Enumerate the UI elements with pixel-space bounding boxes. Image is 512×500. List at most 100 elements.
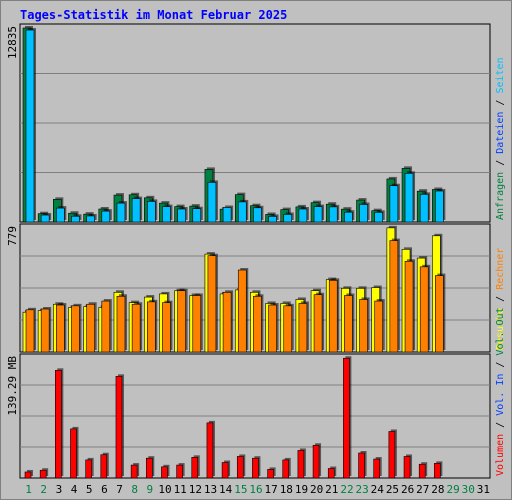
bar-rechner-day-5 xyxy=(86,303,95,353)
bar-rechner-day-19 xyxy=(298,303,308,353)
legend-separator: / xyxy=(495,290,506,308)
bar-volumen-day-5 xyxy=(85,459,92,479)
x-tick-day-22: 22 xyxy=(340,483,353,496)
bar-dateien-day-6 xyxy=(101,210,111,223)
bar-volumen-day-21 xyxy=(327,468,335,479)
y-max-label: 139.29 MB xyxy=(6,356,19,416)
x-tick-day-7: 7 xyxy=(116,483,123,496)
legend-item-volout: Vol. Out xyxy=(495,307,506,355)
legend-visits: Besuche / Rechner xyxy=(495,248,506,350)
x-tick-day-31: 31 xyxy=(477,483,490,496)
bar-rechner-day-6 xyxy=(101,300,111,353)
bar-dateien-day-5 xyxy=(86,215,95,223)
bar-volumen-day-1 xyxy=(24,471,32,479)
bar-rechner-day-27 xyxy=(419,266,429,353)
bar-rechner-day-4 xyxy=(71,305,80,353)
bar-dateien-day-9 xyxy=(146,201,156,223)
x-tick-day-10: 10 xyxy=(158,483,171,496)
bar-volumen-day-13 xyxy=(206,422,214,479)
bar-rechner-day-23 xyxy=(359,299,368,353)
bar-rechner-day-25 xyxy=(389,240,399,353)
bar-dateien-day-11 xyxy=(177,208,186,223)
legend-item-besuche: Besuche xyxy=(495,308,506,350)
legend-separator: / xyxy=(495,356,506,374)
bar-volumen-day-8 xyxy=(130,464,138,479)
bar-rechner-day-3 xyxy=(56,304,65,353)
bar-volumen-day-16 xyxy=(252,457,259,479)
bar-rechner-day-20 xyxy=(313,294,323,353)
bar-dateien-day-19 xyxy=(298,208,308,223)
x-tick-day-4: 4 xyxy=(71,483,78,496)
x-tick-day-3: 3 xyxy=(56,483,63,496)
bar-dateien-day-20 xyxy=(313,206,323,223)
bar-rechner-day-11 xyxy=(177,290,186,353)
x-tick-day-16: 16 xyxy=(249,483,262,496)
bar-dateien-day-10 xyxy=(162,206,171,223)
bar-rechner-day-26 xyxy=(404,260,414,353)
bar-rechner-day-16 xyxy=(253,295,262,353)
bar-volumen-day-15 xyxy=(236,456,244,479)
bar-dateien-day-2 xyxy=(40,214,50,223)
bar-volumen-day-27 xyxy=(418,463,426,479)
bar-volumen-day-12 xyxy=(191,457,199,479)
x-tick-day-13: 13 xyxy=(204,483,217,496)
x-tick-day-25: 25 xyxy=(386,483,399,496)
y-max-label: 12835 xyxy=(6,26,19,59)
legend-separator: / xyxy=(495,416,506,434)
legend-item-volumen: Volumen xyxy=(495,434,506,476)
bar-volumen-day-20 xyxy=(312,444,320,479)
x-tick-day-17: 17 xyxy=(265,483,278,496)
legend-separator: / xyxy=(495,94,506,112)
x-tick-day-2: 2 xyxy=(40,483,47,496)
x-tick-day-20: 20 xyxy=(310,483,323,496)
bar-volumen-day-11 xyxy=(176,464,183,479)
bar-rechner-day-21 xyxy=(328,280,338,353)
bar-volumen-day-4 xyxy=(70,428,77,479)
bar-rechner-day-10 xyxy=(162,302,171,353)
legend-hits: Anfragen / Dateien / Seiten xyxy=(495,57,506,220)
x-tick-day-18: 18 xyxy=(280,483,293,496)
bar-rechner-day-15 xyxy=(237,269,247,353)
bar-dateien-day-1 xyxy=(25,29,35,223)
bar-volumen-day-3 xyxy=(55,370,62,479)
bar-dateien-day-13 xyxy=(207,182,217,223)
bar-rechner-day-14 xyxy=(222,292,232,353)
bar-rechner-day-24 xyxy=(374,300,384,353)
x-tick-day-29: 29 xyxy=(446,483,459,496)
bar-dateien-day-22 xyxy=(344,211,353,223)
bar-dateien-day-16 xyxy=(253,207,262,223)
x-tick-day-28: 28 xyxy=(431,483,444,496)
bar-volumen-day-7 xyxy=(115,376,123,479)
bar-volumen-day-17 xyxy=(267,469,274,479)
bar-volumen-day-6 xyxy=(100,454,108,479)
bar-volumen-day-24 xyxy=(373,458,381,479)
x-tick-day-15: 15 xyxy=(234,483,247,496)
bar-rechner-day-8 xyxy=(131,303,141,353)
legend-separator: / xyxy=(495,154,506,172)
x-tick-day-6: 6 xyxy=(101,483,108,496)
x-tick-day-21: 21 xyxy=(325,483,338,496)
bar-rechner-day-17 xyxy=(268,304,277,353)
x-tick-day-1: 1 xyxy=(25,483,32,496)
x-tick-day-5: 5 xyxy=(86,483,93,496)
y-max-label: 779 xyxy=(6,226,19,246)
x-tick-day-14: 14 xyxy=(219,483,233,496)
x-tick-day-12: 12 xyxy=(189,483,202,496)
bar-volumen-day-22 xyxy=(343,357,350,479)
x-tick-day-23: 23 xyxy=(356,483,369,496)
bar-rechner-day-18 xyxy=(283,305,293,353)
bar-dateien-day-28 xyxy=(435,190,444,223)
bar-volumen-day-2 xyxy=(39,469,47,479)
bar-rechner-day-28 xyxy=(435,275,444,353)
x-tick-day-8: 8 xyxy=(131,483,138,496)
bar-dateien-day-25 xyxy=(389,185,399,223)
bar-volumen-day-26 xyxy=(403,456,411,479)
bar-rechner-day-1 xyxy=(25,309,35,353)
x-tick-day-19: 19 xyxy=(295,483,308,496)
bar-dateien-day-7 xyxy=(116,202,126,223)
x-tick-day-9: 9 xyxy=(147,483,154,496)
bar-rechner-day-12 xyxy=(192,295,202,353)
bar-dateien-day-8 xyxy=(131,198,141,223)
bar-rechner-day-7 xyxy=(116,295,126,353)
x-tick-day-30: 30 xyxy=(462,483,475,496)
